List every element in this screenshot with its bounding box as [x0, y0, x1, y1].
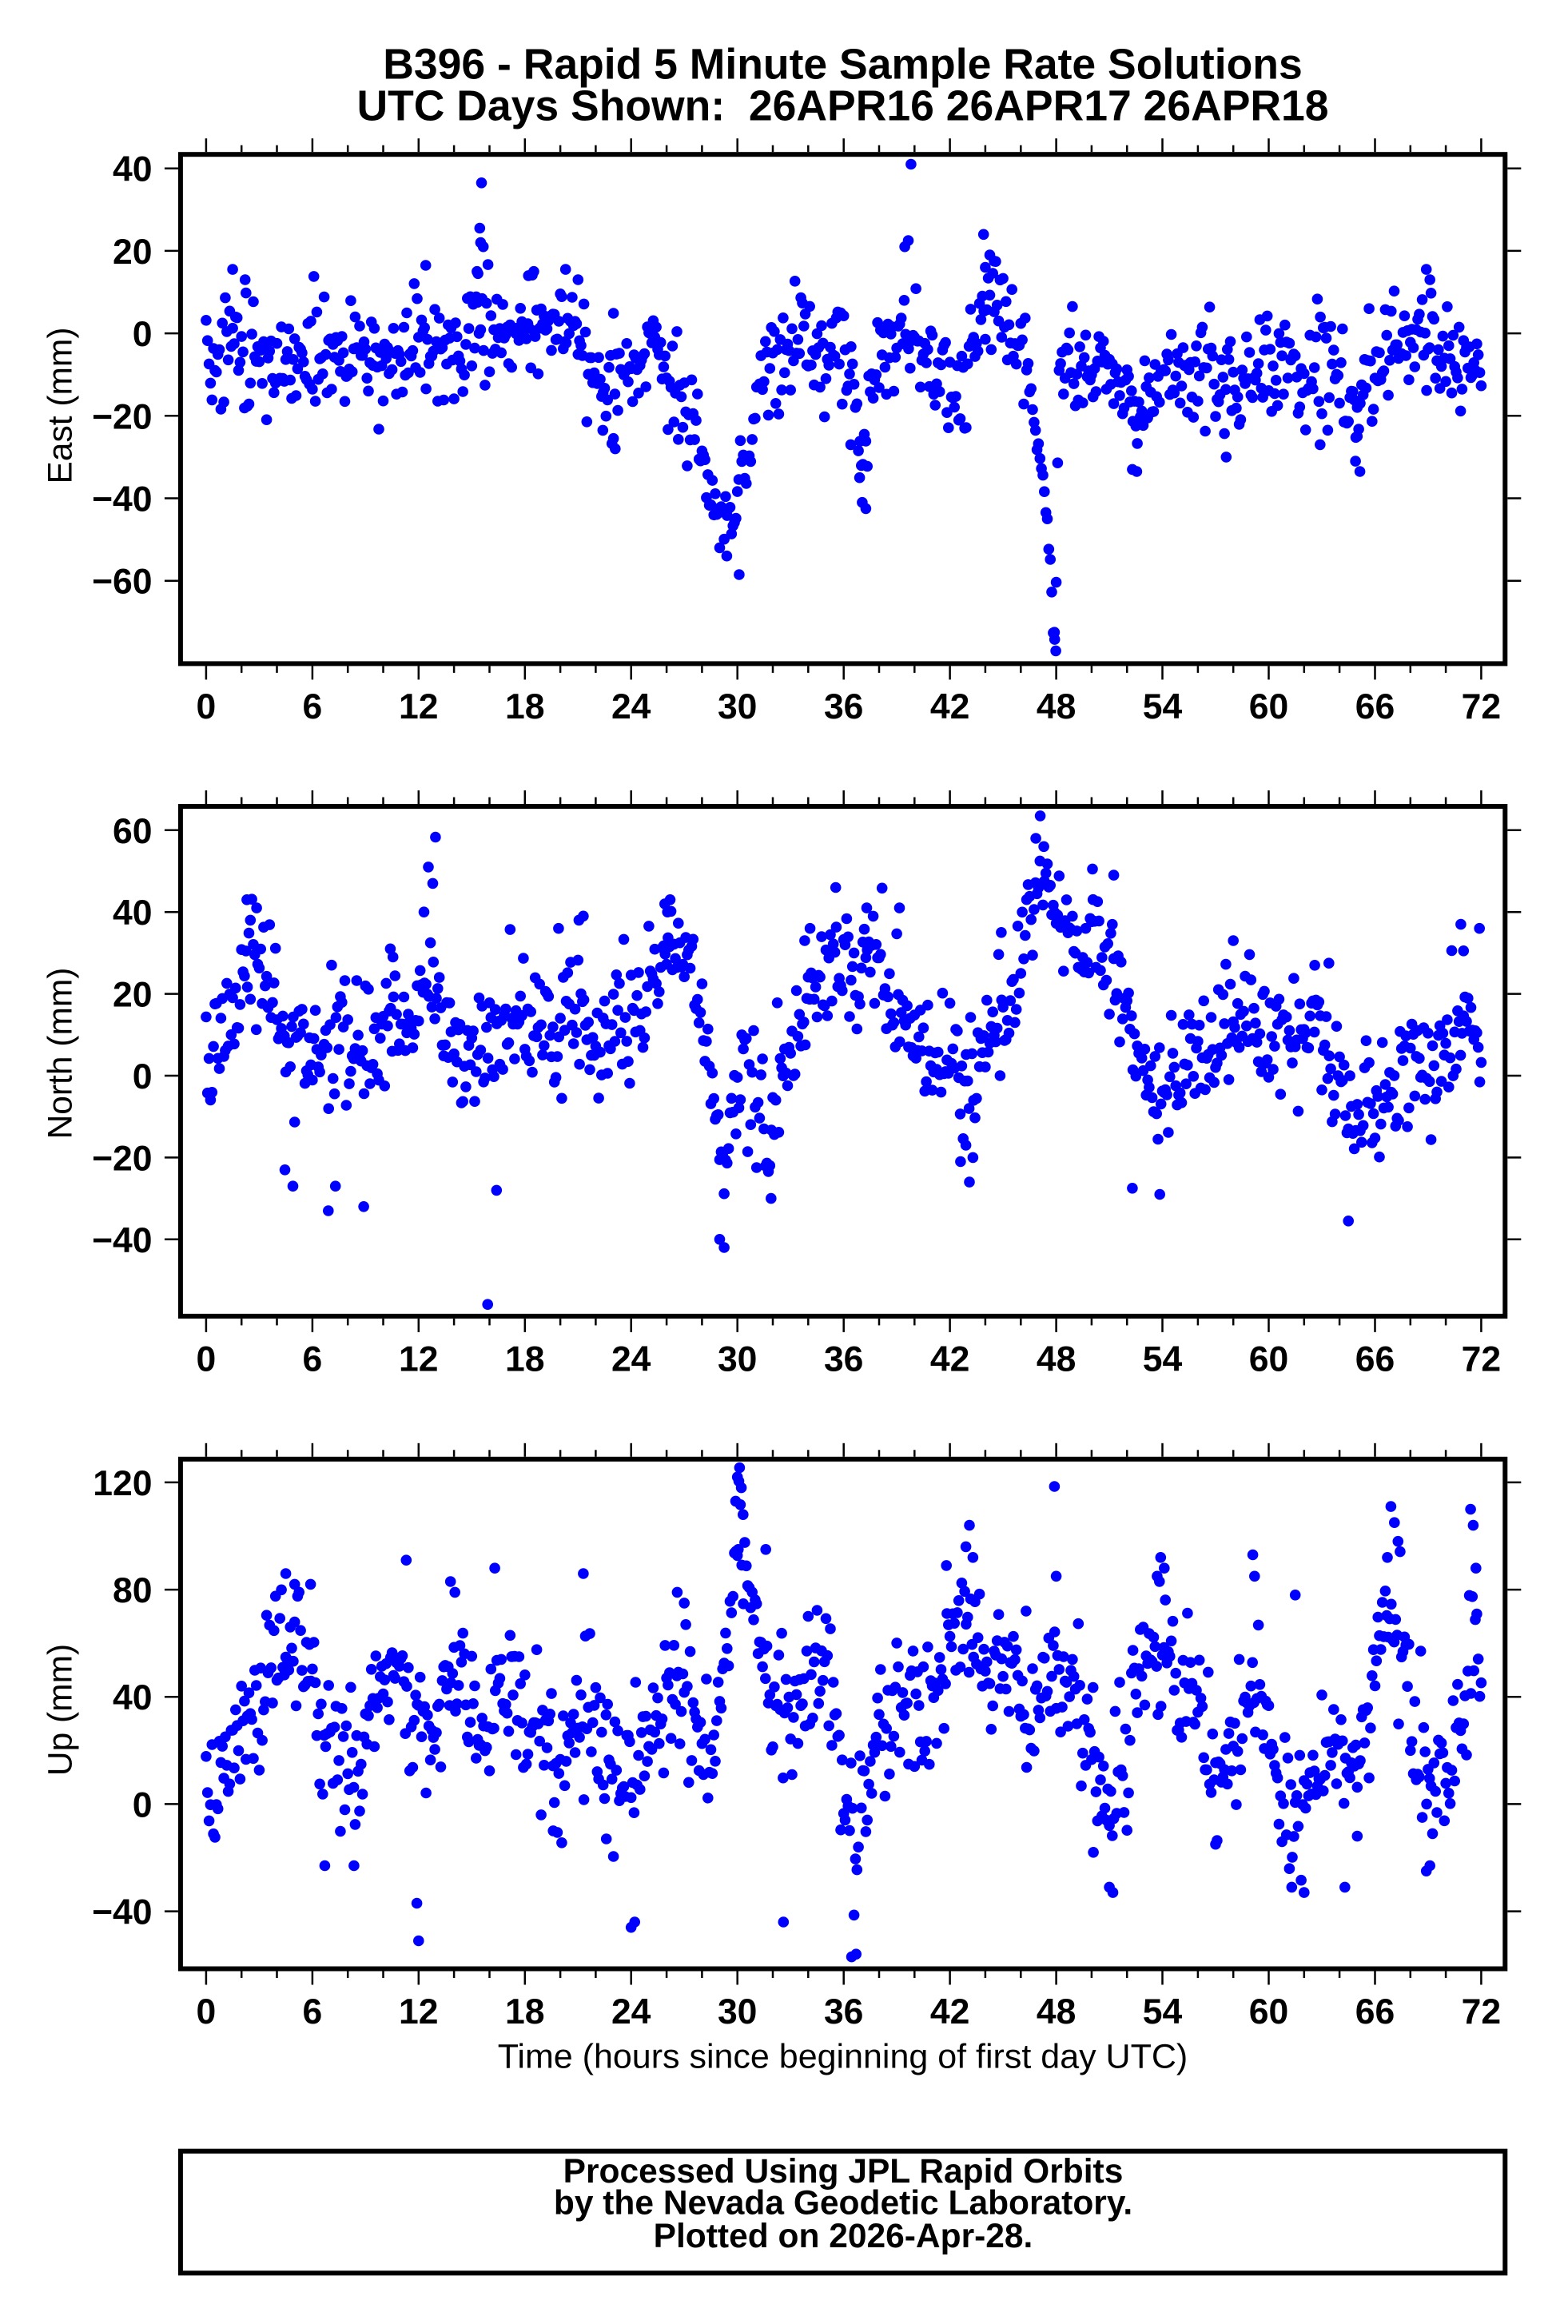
svg-text:0: 0 [133, 1785, 153, 1825]
svg-text:18: 18 [505, 1992, 545, 2032]
svg-text:30: 30 [718, 687, 758, 726]
svg-text:60: 60 [1249, 687, 1289, 726]
svg-text:24: 24 [611, 1992, 651, 2032]
svg-text:12: 12 [399, 687, 439, 726]
svg-text:by the Nevada Geodetic Laborat: by the Nevada Geodetic Laboratory. [554, 2185, 1132, 2223]
svg-text:North (mm): North (mm) [42, 968, 80, 1140]
svg-text:−40: −40 [92, 1221, 153, 1260]
svg-text:−40: −40 [92, 480, 153, 519]
svg-text:54: 54 [1143, 687, 1183, 726]
svg-text:−20: −20 [92, 397, 153, 436]
svg-text:48: 48 [1037, 687, 1077, 726]
svg-text:B396 - Rapid 5 Minute Sample R: B396 - Rapid 5 Minute Sample Rate Soluti… [383, 42, 1302, 89]
svg-text:48: 48 [1037, 1992, 1077, 2032]
svg-text:42: 42 [930, 1992, 970, 2032]
svg-text:40: 40 [113, 893, 153, 933]
svg-text:36: 36 [824, 1339, 864, 1379]
svg-text:42: 42 [930, 687, 970, 726]
svg-text:54: 54 [1143, 1339, 1183, 1379]
svg-text:72: 72 [1462, 1992, 1502, 2032]
svg-text:24: 24 [611, 1339, 651, 1379]
svg-text:0: 0 [133, 1057, 153, 1096]
svg-text:−20: −20 [92, 1139, 153, 1178]
svg-text:20: 20 [113, 976, 153, 1015]
svg-text:18: 18 [505, 1339, 545, 1379]
svg-text:Plotted on 2026-Apr-28.: Plotted on 2026-Apr-28. [654, 2218, 1033, 2255]
svg-text:UTC Days Shown: 26APR16 26APR: UTC Days Shown: 26APR16 26APR17 26APR18 [356, 82, 1328, 129]
svg-text:0: 0 [197, 687, 217, 726]
svg-text:6: 6 [303, 687, 323, 726]
svg-text:24: 24 [611, 687, 651, 726]
svg-text:80: 80 [113, 1571, 153, 1610]
svg-text:0: 0 [197, 1339, 217, 1379]
svg-text:−60: −60 [92, 563, 153, 602]
svg-text:18: 18 [505, 687, 545, 726]
svg-text:Processed Using JPL Rapid Orbi: Processed Using JPL Rapid Orbits [563, 2153, 1124, 2191]
svg-text:66: 66 [1355, 1339, 1395, 1379]
svg-text:72: 72 [1462, 687, 1502, 726]
svg-text:66: 66 [1355, 1992, 1395, 2032]
svg-text:60: 60 [1249, 1339, 1289, 1379]
svg-text:40: 40 [113, 150, 153, 189]
svg-text:6: 6 [303, 1992, 323, 2032]
svg-text:0: 0 [197, 1992, 217, 2032]
svg-text:0: 0 [133, 315, 153, 354]
svg-text:120: 120 [93, 1464, 152, 1503]
svg-text:30: 30 [718, 1339, 758, 1379]
svg-text:12: 12 [399, 1339, 439, 1379]
svg-text:Up (mm): Up (mm) [42, 1644, 80, 1776]
svg-text:6: 6 [303, 1339, 323, 1379]
svg-text:East (mm): East (mm) [42, 328, 80, 484]
svg-text:54: 54 [1143, 1992, 1183, 2032]
svg-text:12: 12 [399, 1992, 439, 2032]
svg-text:36: 36 [824, 687, 864, 726]
svg-text:66: 66 [1355, 687, 1395, 726]
svg-text:36: 36 [824, 1992, 864, 2032]
svg-text:72: 72 [1462, 1339, 1502, 1379]
svg-text:40: 40 [113, 1678, 153, 1717]
svg-text:20: 20 [113, 233, 153, 272]
svg-text:60: 60 [1249, 1992, 1289, 2032]
svg-text:48: 48 [1037, 1339, 1077, 1379]
svg-text:30: 30 [718, 1992, 758, 2032]
svg-text:60: 60 [113, 812, 153, 851]
svg-text:Time (hours since beginning of: Time (hours since beginning of first day… [498, 2038, 1188, 2076]
svg-text:42: 42 [930, 1339, 970, 1379]
svg-text:−40: −40 [92, 1893, 153, 1932]
